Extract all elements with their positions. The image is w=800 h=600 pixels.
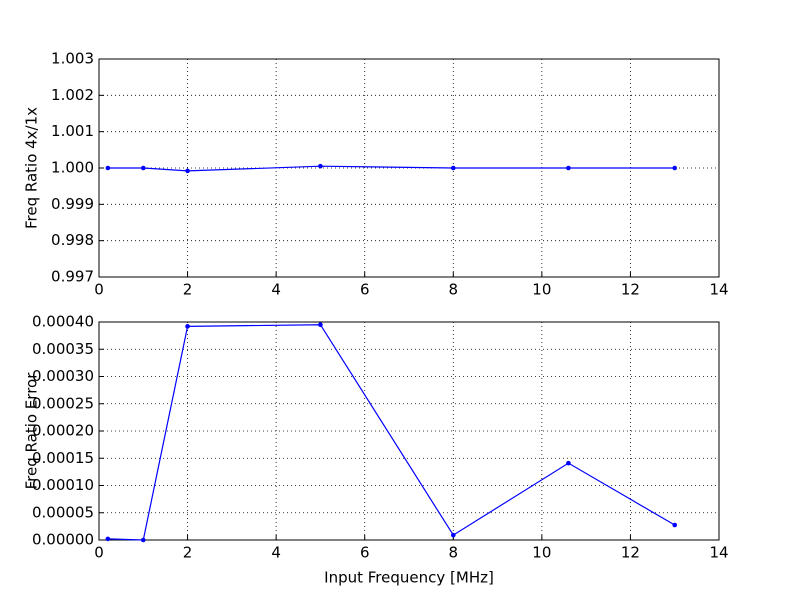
y-tick-label: 0.00040 <box>32 313 94 331</box>
x-tick-label: 8 <box>449 544 459 562</box>
data-point <box>672 522 678 528</box>
y-tick-label: 1.001 <box>51 122 94 140</box>
data-point <box>450 532 456 538</box>
data-point <box>105 536 111 542</box>
y-tick-label: 0.00020 <box>32 422 94 440</box>
x-tick-label: 2 <box>183 544 193 562</box>
y-axis-label: Freq Ratio Error <box>23 372 41 490</box>
x-tick-label: 4 <box>271 544 281 562</box>
data-point <box>566 460 571 466</box>
y-tick-label: 0.00030 <box>32 367 94 385</box>
x-tick-label: 6 <box>360 281 370 299</box>
y-tick-label: 1.002 <box>51 86 94 104</box>
y-tick-label: 0.00005 <box>32 503 94 521</box>
data-point <box>450 165 456 171</box>
data-point <box>318 163 323 169</box>
y-tick-label: 0.00000 <box>32 531 94 549</box>
data-point <box>185 168 190 174</box>
y-tick-label: 0.00025 <box>32 394 94 412</box>
y-tick-label: 1.000 <box>51 159 94 177</box>
data-line <box>107 324 676 541</box>
data-point <box>672 165 678 171</box>
x-tick-label: 4 <box>271 281 281 299</box>
data-point <box>185 324 190 329</box>
x-tick-label: 2 <box>183 281 193 299</box>
x-tick-label: 12 <box>621 281 640 299</box>
data-point <box>140 165 146 171</box>
data-point <box>105 165 111 171</box>
y-tick-label: 0.999 <box>51 195 94 213</box>
x-tick-label: 0 <box>94 544 104 562</box>
x-tick-label: 0 <box>94 281 104 299</box>
x-axis-label: Input Frequency [MHz] <box>324 569 494 587</box>
data-point <box>140 537 146 543</box>
y-tick-label: 0.997 <box>51 268 94 286</box>
plot-frame <box>98 58 720 278</box>
data-point <box>566 165 571 171</box>
y-axis-label: Freq Ratio 4x/1x <box>23 107 41 229</box>
x-tick-label: 12 <box>621 544 640 562</box>
x-tick-label: 10 <box>532 544 551 562</box>
y-tick-label: 0.00015 <box>32 449 94 467</box>
y-tick-label: 0.00035 <box>32 340 94 358</box>
x-tick-label: 14 <box>709 281 728 299</box>
y-tick-label: 0.00010 <box>32 476 94 494</box>
data-point <box>318 322 323 328</box>
x-tick-label: 8 <box>449 281 459 299</box>
data-line <box>107 165 675 172</box>
x-tick-label: 6 <box>360 544 370 562</box>
y-tick-label: 1.003 <box>51 50 94 68</box>
y-tick-label: 0.998 <box>51 231 94 249</box>
x-tick-label: 14 <box>709 544 728 562</box>
plot-frame <box>98 321 720 541</box>
x-tick-label: 10 <box>532 281 551 299</box>
